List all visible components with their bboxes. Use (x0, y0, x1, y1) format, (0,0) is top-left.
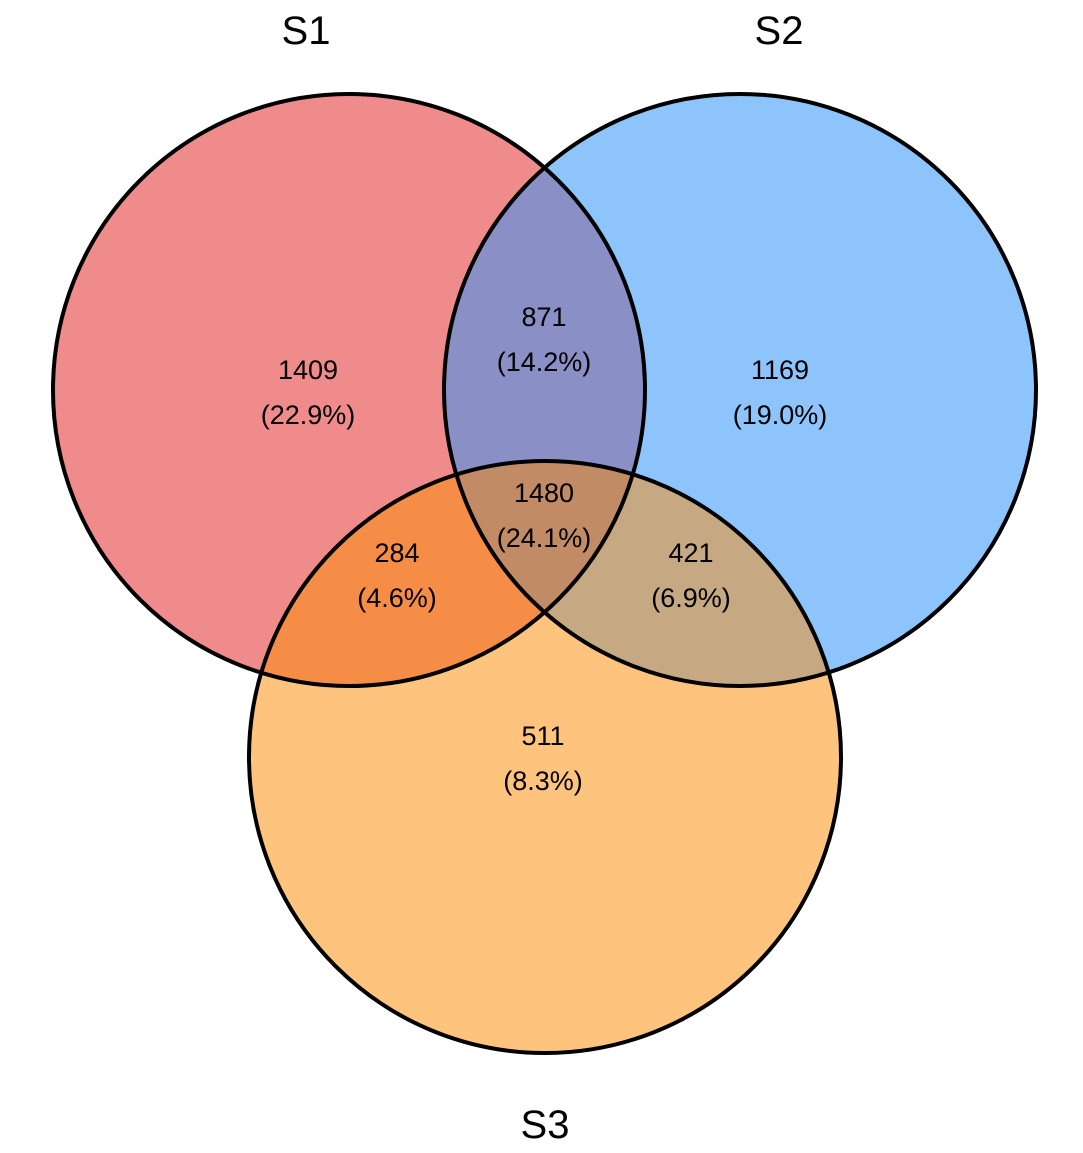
region-s2-s3-count: 421 (668, 538, 713, 568)
region-s1-s3-fill (249, 461, 645, 686)
region-s1-s2-s3-count: 1480 (514, 478, 574, 508)
region-s1-s2-count: 871 (521, 302, 566, 332)
set-s3-outline (247, 459, 843, 1055)
region-s2-s3-percent: (6.9%) (651, 583, 731, 613)
set-s1-outline (51, 92, 647, 688)
region-s1-s3-percent: (4.6%) (357, 583, 437, 613)
region-s2-s3-fill (444, 461, 841, 686)
region-s3-only-count: 511 (521, 721, 564, 751)
region-s2-only-count: 1169 (751, 355, 809, 385)
region-s2-only-percent: (19.0%) (733, 400, 828, 430)
set-s2-label: S2 (755, 9, 804, 53)
set-s2-outline (442, 92, 1038, 688)
region-s1-only-percent: (22.9%) (261, 400, 356, 430)
region-s3-only-percent: (8.3%) (503, 766, 583, 796)
set-s3-label: S3 (521, 1103, 570, 1147)
region-s1-only-count: 1409 (278, 355, 338, 385)
set-s1-label: S1 (282, 9, 331, 53)
region-s1-s2-percent: (14.2%) (497, 347, 592, 377)
region-s1-s3-count: 284 (374, 538, 419, 568)
region-s1-s2-s3-percent: (24.1%) (497, 523, 592, 553)
